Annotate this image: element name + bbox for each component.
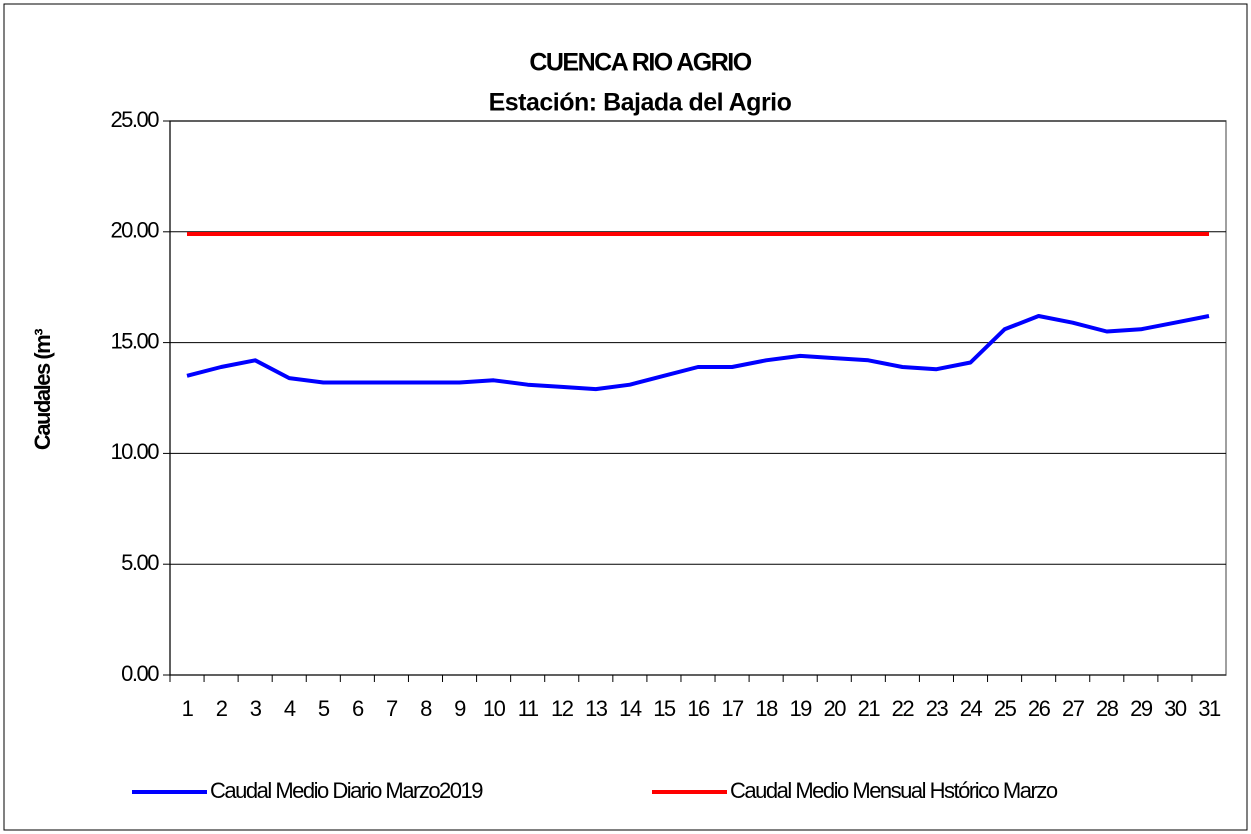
x-tick-label: 2 [216,696,228,721]
x-tick-label: 9 [454,696,466,721]
x-tick-label: 11 [518,696,539,721]
x-tick-label: 17 [721,696,744,721]
y-axis-label: Caudales (m³ [30,329,55,450]
x-tick-label: 16 [687,696,710,721]
x-tick-label: 10 [483,696,506,721]
y-tick-label: 5.00 [121,550,159,575]
x-tick-label: 13 [585,696,608,721]
x-tick-label: 26 [1028,696,1051,721]
x-tick-label: 4 [284,696,296,721]
x-tick-label: 24 [960,696,983,721]
y-tick-label: 20.00 [110,218,159,243]
x-tick-label: 21 [858,696,881,721]
x-tick-label: 31 [1198,696,1221,721]
x-tick-label: 7 [386,696,398,721]
y-tick-label: 25.00 [110,107,159,132]
x-tick-label: 5 [318,696,330,721]
x-tick-label: 27 [1062,696,1085,721]
x-tick-label: 8 [420,696,432,721]
x-tick-label: 15 [653,696,676,721]
x-tick-label: 29 [1130,696,1153,721]
x-tick-label: 28 [1096,696,1119,721]
y-tick-label: 10.00 [110,439,159,464]
x-tick-label: 19 [789,696,812,721]
y-tick-label: 15.00 [110,328,159,353]
chart-subtitle: Estación: Bajada del Agrio [489,89,792,117]
x-tick-label: 6 [352,696,364,721]
y-tick-label: 0.00 [121,661,159,686]
x-tick-label: 30 [1164,696,1187,721]
chart-title: CUENCA RIO AGRIO [529,49,751,77]
legend-label: Caudal Medio Diario Marzo2019 [210,778,483,803]
x-tick-label: 23 [926,696,949,721]
plot-area [169,120,1227,676]
x-tick-label: 12 [551,696,574,721]
x-tick-label: 25 [994,696,1017,721]
x-tick-label: 22 [892,696,915,721]
x-tick-label: 20 [824,696,847,721]
x-tick-label: 1 [182,696,194,721]
x-tick-label: 3 [250,696,262,721]
legend-label: Caudal Medio Mensual Hstórico Marzo [730,778,1058,803]
x-tick-label: 18 [755,696,778,721]
x-tick-label: 14 [619,696,642,721]
series-line [186,314,1210,392]
